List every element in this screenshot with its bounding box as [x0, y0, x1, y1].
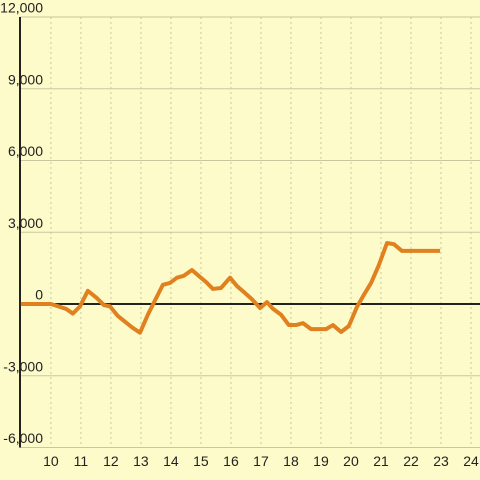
x-tick-label: 23: [433, 453, 449, 469]
x-tick-label: 12: [103, 453, 119, 469]
y-tick-label: -3,000: [3, 358, 43, 374]
y-tick-label: 9,000: [8, 71, 43, 87]
y-tick-label: -6,000: [3, 430, 43, 446]
x-tick-label: 20: [343, 453, 359, 469]
x-tick-label: 17: [253, 453, 269, 469]
y-tick-label: 6,000: [8, 143, 43, 159]
x-tick-label: 16: [223, 453, 239, 469]
x-tick-label: 18: [283, 453, 299, 469]
x-tick-label: 13: [133, 453, 149, 469]
x-tick-label: 11: [74, 453, 89, 469]
x-tick-label: 10: [43, 453, 59, 469]
y-tick-label: 12,000: [0, 0, 43, 16]
x-tick-label: 24: [463, 453, 479, 469]
x-tick-label: 21: [373, 453, 389, 469]
x-tick-label: 22: [403, 453, 419, 469]
x-tick-label: 15: [193, 453, 209, 469]
data-line: [20, 241, 441, 335]
x-tick-label: 19: [313, 453, 329, 469]
x-tick-label: 14: [163, 453, 179, 469]
y-tick-label: 0: [35, 287, 43, 303]
y-tick-label: 3,000: [8, 215, 43, 231]
